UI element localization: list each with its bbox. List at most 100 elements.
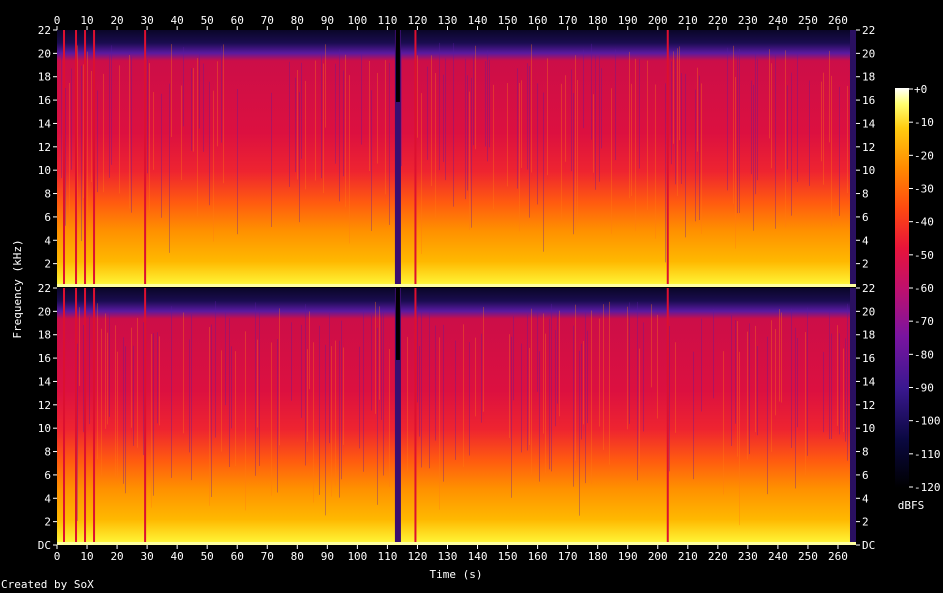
spectral-streak bbox=[585, 312, 586, 484]
y-tick-label-right: DC bbox=[862, 539, 875, 552]
spectral-streak bbox=[681, 73, 682, 184]
spectral-streak bbox=[839, 333, 840, 435]
spectral-streak bbox=[647, 60, 648, 211]
spectral-streak bbox=[573, 93, 574, 235]
spectral-streak bbox=[427, 66, 428, 160]
x-tick-label-bottom: 30 bbox=[140, 550, 153, 563]
y-tick-label-left: 18 bbox=[38, 71, 51, 84]
spectral-streak bbox=[325, 344, 326, 516]
spectral-streak bbox=[301, 324, 302, 418]
spectral-streak bbox=[209, 327, 210, 506]
spectral-streak bbox=[189, 339, 190, 453]
spectral-streak bbox=[431, 55, 432, 187]
spectral-streak bbox=[329, 313, 330, 444]
spectral-streak bbox=[389, 62, 390, 225]
silent-gap bbox=[849, 30, 856, 287]
transient-line bbox=[84, 30, 87, 287]
spectral-streak bbox=[211, 324, 212, 498]
spectral-streak bbox=[591, 310, 592, 484]
x-tick-label-bottom: 220 bbox=[708, 550, 728, 563]
x-tick-label-bottom: 10 bbox=[80, 550, 93, 563]
transient-line bbox=[666, 288, 669, 545]
x-tick-label-bottom: 250 bbox=[798, 550, 818, 563]
y-tick-label-right: 14 bbox=[862, 117, 876, 130]
spectral-streak bbox=[119, 65, 120, 194]
spectral-streak bbox=[527, 314, 528, 451]
spectral-streak bbox=[339, 49, 340, 202]
spectral-streak bbox=[371, 90, 372, 231]
x-tick-label-bottom: 20 bbox=[110, 550, 123, 563]
x-tick-label-bottom: 160 bbox=[528, 550, 548, 563]
spectral-streak bbox=[97, 303, 98, 460]
spectral-streak bbox=[791, 72, 792, 216]
x-tick-label-top: 80 bbox=[291, 14, 304, 27]
spectral-streak bbox=[299, 92, 300, 223]
spectral-streak bbox=[301, 62, 302, 159]
transient-line bbox=[144, 30, 147, 287]
spectral-streak bbox=[737, 53, 738, 214]
spectral-streak bbox=[305, 304, 306, 466]
spectral-streak bbox=[171, 306, 172, 478]
x-tick-label-top: 10 bbox=[80, 14, 93, 27]
spectral-streak bbox=[797, 52, 798, 182]
spectral-streak bbox=[371, 314, 372, 411]
spectral-streak bbox=[445, 58, 446, 181]
spectral-streak bbox=[289, 61, 290, 187]
spectral-streak bbox=[609, 301, 610, 465]
y-tick-label-left: DC bbox=[38, 539, 51, 552]
transient-line bbox=[63, 288, 66, 545]
y-tick-label-left: 22 bbox=[38, 282, 51, 295]
colorbar-tick-label: -120 bbox=[914, 481, 941, 494]
transient-line bbox=[84, 288, 87, 545]
spectral-streak bbox=[791, 308, 792, 448]
y-tick-label-right: 14 bbox=[862, 375, 876, 388]
spectral-streak bbox=[843, 348, 844, 433]
spectral-streak bbox=[225, 312, 226, 406]
y-tick-label-left: 12 bbox=[38, 399, 51, 412]
spectral-streak bbox=[183, 47, 184, 127]
y-tick-label-left: 8 bbox=[44, 188, 51, 201]
spectral-streak bbox=[107, 332, 108, 425]
spectral-streak bbox=[123, 337, 124, 484]
x-tick-label-bottom: 40 bbox=[171, 550, 184, 563]
spectral-streak bbox=[747, 331, 748, 460]
colorbar-tick-label: -110 bbox=[914, 448, 941, 461]
silent-gap-core bbox=[395, 288, 400, 360]
spectral-streak bbox=[111, 45, 112, 165]
spectral-streak bbox=[767, 336, 768, 495]
spectrogram-channel-2 bbox=[57, 288, 856, 545]
transient-line bbox=[93, 288, 96, 545]
spectral-streak bbox=[375, 301, 376, 414]
y-tick-label-left: 16 bbox=[38, 94, 51, 107]
spectral-streak bbox=[529, 66, 530, 218]
spectral-streak bbox=[601, 68, 602, 149]
spectral-streak bbox=[555, 330, 556, 427]
silent-gap-core bbox=[395, 30, 400, 102]
spectral-streak bbox=[417, 306, 418, 403]
spectral-streak bbox=[733, 45, 734, 204]
y-tick-label-left: 20 bbox=[38, 47, 51, 60]
spectral-streak bbox=[197, 58, 198, 217]
spectral-streak bbox=[149, 63, 150, 211]
spectral-streak bbox=[545, 333, 546, 474]
spectral-streak bbox=[221, 46, 222, 143]
y-tick-label-right: 18 bbox=[862, 329, 875, 342]
silent-gap bbox=[849, 288, 856, 545]
spectral-streak bbox=[475, 337, 476, 417]
spectral-streak bbox=[151, 333, 152, 508]
spectral-streak bbox=[775, 54, 776, 229]
spectral-streak bbox=[77, 45, 78, 220]
y-tick-label-right: 16 bbox=[862, 94, 875, 107]
y-tick-label-left: 6 bbox=[44, 469, 51, 482]
spectral-streak bbox=[795, 327, 796, 489]
spectral-streak bbox=[475, 45, 476, 150]
spectral-streak bbox=[845, 338, 846, 442]
spectral-streak bbox=[657, 314, 658, 419]
spectral-streak bbox=[341, 320, 342, 480]
spectral-streak bbox=[757, 58, 758, 181]
spectral-streak bbox=[435, 72, 436, 219]
x-tick-label-bottom: 150 bbox=[498, 550, 518, 563]
spectral-streak bbox=[521, 80, 522, 168]
x-tick-label-bottom: 210 bbox=[678, 550, 698, 563]
spectral-streak bbox=[469, 342, 470, 456]
